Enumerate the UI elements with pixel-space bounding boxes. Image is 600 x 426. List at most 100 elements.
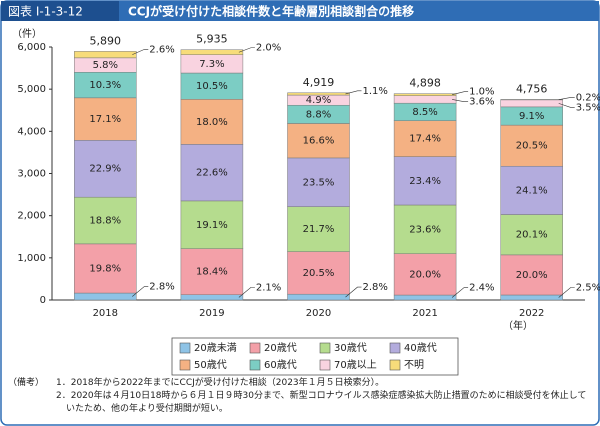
bar-segment (500, 99, 563, 108)
y-axis-label: （件） (12, 28, 42, 40)
bar-segment (500, 294, 563, 301)
bar-segment (74, 196, 137, 245)
data-label: 20.1% (516, 230, 548, 241)
leader-line (132, 286, 149, 297)
legend-label: 70歳以上 (334, 359, 377, 371)
bar-segment (287, 92, 350, 96)
legend-swatch (179, 359, 191, 371)
bar-segment (74, 51, 137, 59)
data-label: 1.0% (469, 87, 494, 98)
total-label: 4,898 (409, 77, 441, 90)
data-label: 3.6% (469, 97, 494, 108)
bar-segment (500, 254, 563, 296)
leader-line (452, 99, 469, 102)
data-label: 4.9% (306, 95, 331, 106)
x-tick-label: 2019 (199, 308, 224, 319)
data-label: 2.6% (149, 44, 174, 55)
leader-line (558, 103, 575, 108)
bar-segment (180, 294, 244, 301)
legend-label: 40歳代 (404, 342, 437, 354)
legend-label: 30歳代 (334, 342, 367, 354)
bar-segment (500, 124, 563, 167)
legend-box (171, 337, 459, 376)
bar-segment (74, 243, 137, 294)
bar-segment (287, 293, 350, 301)
bar-segment (287, 157, 350, 207)
data-label: 17.1% (89, 114, 121, 125)
y-tick-label: 6,000 (17, 42, 46, 53)
bar-segment (393, 253, 457, 296)
data-label: 9.1% (519, 111, 544, 122)
bar-segment (393, 93, 457, 96)
y-tick-label: 5,000 (17, 84, 46, 95)
legend-swatch (319, 359, 331, 371)
legend-label: 50歳代 (194, 359, 227, 371)
bar-segment (287, 206, 350, 252)
data-label: 16.6% (303, 136, 335, 147)
note-item: 1．2018年から2022年までにCCJが受け付けた相談（2023年１月５日検索… (56, 378, 385, 388)
x-tick-label: 2021 (412, 308, 437, 319)
total-label: 4,919 (303, 76, 335, 89)
data-label: 20.0% (409, 269, 441, 280)
leader-line (451, 287, 469, 298)
bar-segment (74, 292, 137, 301)
bar-segment (180, 144, 244, 202)
bar-segment (74, 140, 137, 198)
leader-line (132, 49, 149, 55)
data-label: 18.4% (196, 267, 228, 278)
x-tick-label: 2020 (306, 308, 331, 319)
x-tick-label: 2018 (93, 308, 118, 319)
bar-segment (180, 72, 244, 100)
bar-segment (287, 123, 350, 159)
notes: （備考） 1．2018年から2022年までにCCJが受け付けた相談（2023年１… (8, 377, 592, 416)
legend-label: 不明 (404, 359, 424, 371)
total-label: 5,890 (90, 34, 122, 47)
x-axis-label: （年） (503, 319, 533, 332)
figure-id-box (1, 1, 119, 21)
data-label: 18.8% (89, 216, 121, 227)
data-label: 8.5% (412, 107, 437, 118)
data-label: 24.1% (516, 185, 548, 196)
data-label: 19.1% (196, 220, 228, 231)
leader-line (558, 97, 575, 100)
data-label: 2.4% (469, 283, 494, 294)
bar-segment (180, 99, 244, 145)
legend-swatch (389, 359, 401, 371)
notes-label: （備考） (8, 378, 45, 388)
total-label: 4,756 (516, 82, 548, 95)
y-tick-label: 4,000 (17, 126, 46, 137)
data-label: 20.5% (303, 268, 335, 279)
legend-swatch (249, 342, 261, 354)
data-label: 22.9% (89, 164, 121, 175)
bar-segment (500, 165, 563, 215)
data-label: 5.8% (93, 60, 118, 71)
leader-line (238, 47, 255, 53)
header-bar (1, 1, 599, 21)
data-label: 7.3% (199, 59, 224, 70)
figure-id: 図表 I-1-3-12 (8, 5, 83, 19)
bar-segment (500, 214, 563, 256)
data-label: 3.5% (576, 102, 600, 113)
x-tick-label: 2022 (519, 308, 544, 319)
bar-segment (180, 49, 244, 55)
data-label: 22.6% (196, 168, 228, 179)
leader-line (345, 90, 362, 95)
legend-swatch (389, 342, 401, 354)
data-label: 2.0% (256, 43, 281, 54)
total-label: 5,935 (196, 33, 228, 46)
leader-line (452, 91, 469, 95)
data-label: 23.6% (409, 224, 441, 235)
legend-label: 60歳代 (264, 359, 297, 371)
bar-segment (393, 95, 457, 104)
leader-line (238, 287, 255, 298)
bar-segment (180, 200, 244, 249)
legend-swatch (319, 342, 331, 354)
y-tick-label: 1,000 (17, 253, 46, 264)
data-label: 23.4% (409, 176, 441, 187)
y-tick-label: 2,000 (17, 211, 46, 222)
data-label: 21.7% (303, 224, 335, 235)
note-item: 2．2020年は４月10日18時から６月１日９時30分まで、新型コロナウイルス感… (56, 391, 587, 414)
data-label: 10.5% (196, 81, 228, 92)
data-label: 20.5% (516, 141, 548, 152)
